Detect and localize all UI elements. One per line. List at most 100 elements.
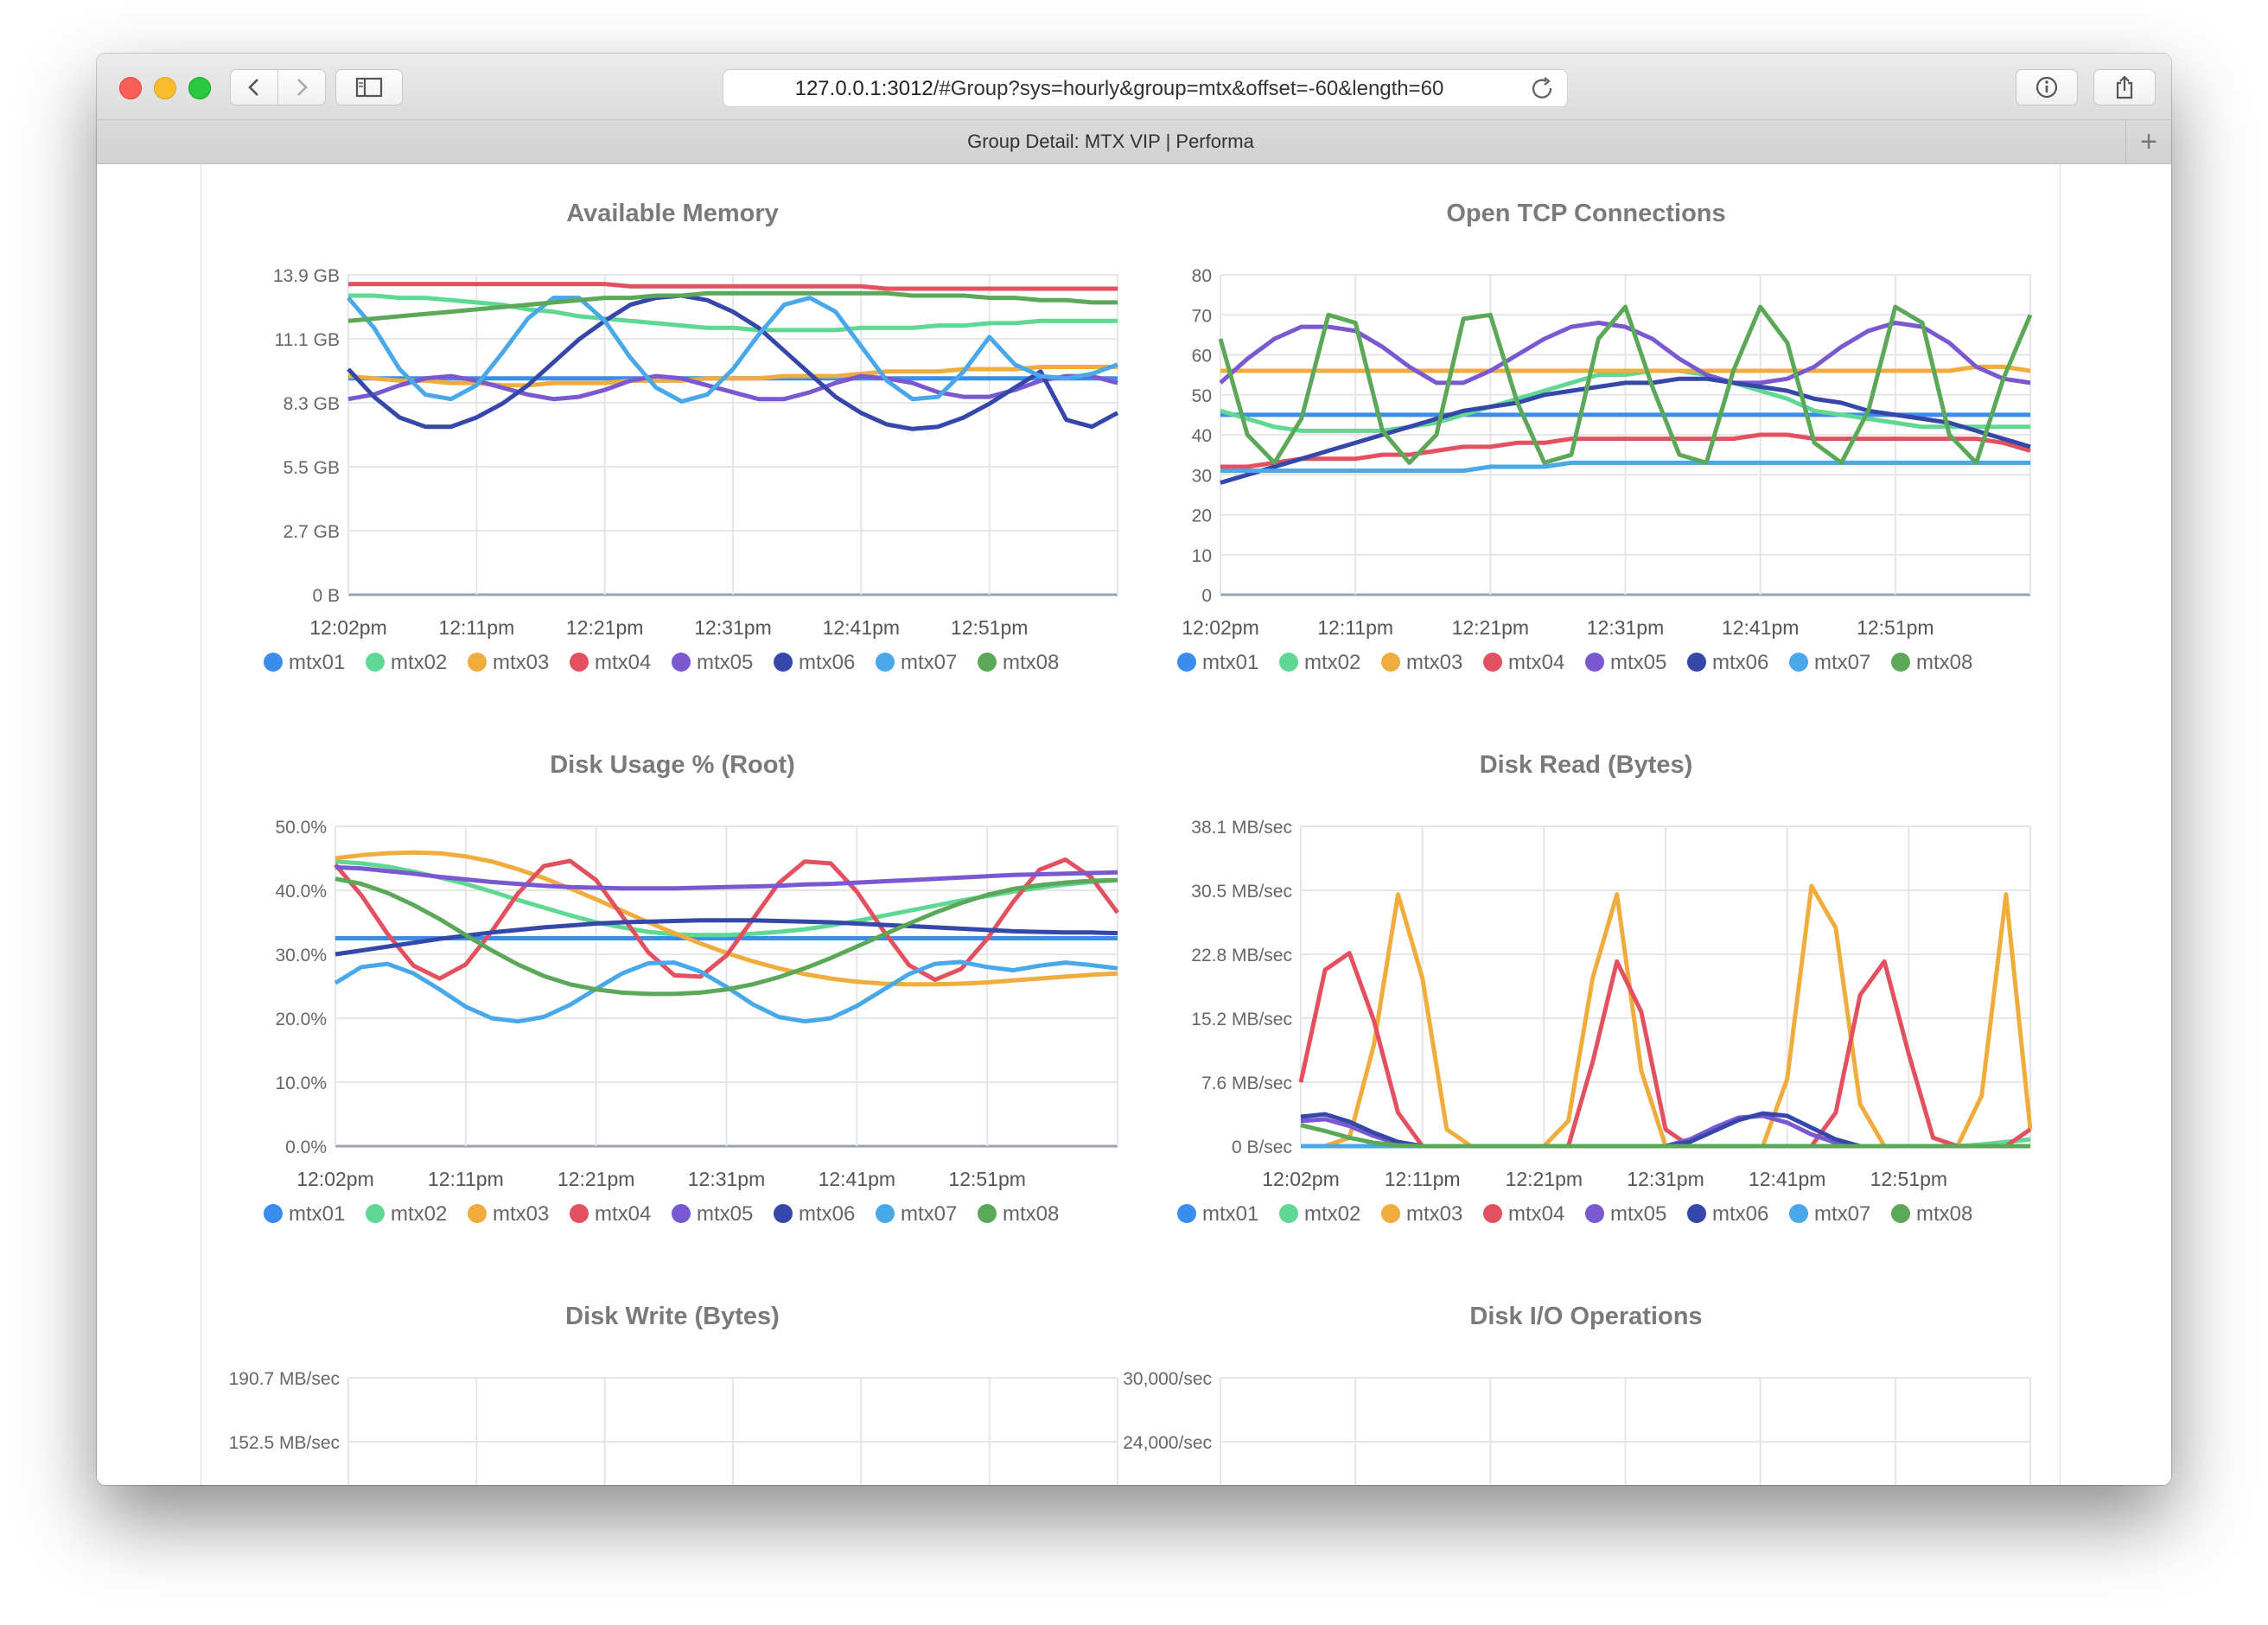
y-tick-label: 30: [1192, 466, 1212, 486]
charts-canvas: Available Memory 13.9 GB 11.1 GB 8.3 GB 5.5 …: [229, 200, 2033, 1485]
new-tab-button[interactable]: +: [2125, 120, 2171, 163]
x-tick-label: 12:51pm: [1857, 616, 1934, 639]
chart-panel-1: Available Memory 13.9 GB 11.1 GB 8.3 GB 5.5 …: [264, 200, 1119, 674]
legend-swatch-mtx03: [1381, 1204, 1400, 1223]
y-tick-label: 30.5 MB/sec: [1191, 882, 1292, 902]
series-line-mtx08: [334, 876, 1118, 997]
legend-label-mtx04: mtx04: [1508, 1202, 1564, 1226]
series-line-mtx02: [1220, 368, 2030, 433]
series-line-mtx03: [1220, 364, 2031, 373]
address-bar[interactable]: 127.0.0.1:3012/#Group?sys=hourly&group=m…: [723, 69, 1568, 107]
legend-swatch-mtx06: [774, 653, 793, 672]
legend-swatch-mtx02: [366, 1204, 385, 1223]
x-tick-label: 12:51pm: [948, 1168, 1026, 1190]
zoom-window-button[interactable]: [188, 77, 211, 99]
legend-swatch-mtx07: [1789, 653, 1808, 672]
info-button[interactable]: [2016, 69, 2078, 105]
legend-label-mtx01: mtx01: [289, 651, 345, 674]
y-tick-label: 38.1 MB/sec: [1191, 818, 1292, 838]
x-tick-label: 12:51pm: [1870, 1168, 1948, 1190]
legend-label-mtx05: mtx05: [1610, 651, 1666, 674]
legend-swatch-mtx03: [468, 653, 487, 672]
legend-swatch-mtx02: [1279, 653, 1298, 672]
share-button[interactable]: [2093, 69, 2156, 105]
chart-grid: Available Memory 13.9 GB 11.1 GB 8.3 GB 5.5 …: [201, 164, 2061, 1485]
plus-icon: +: [2140, 124, 2157, 158]
legend-label-mtx01: mtx01: [1202, 1202, 1258, 1226]
x-tick-label: 12:02pm: [1262, 1168, 1340, 1190]
page-content: Available Memory 13.9 GB 11.1 GB 8.3 GB 5.5 …: [97, 164, 2171, 1485]
legend-swatch-mtx06: [774, 1204, 793, 1223]
legend-label-mtx06: mtx06: [1712, 1202, 1768, 1226]
x-tick-label: 12:11pm: [1317, 616, 1393, 639]
y-tick-label: 152.5 MB/sec: [229, 1433, 340, 1453]
legend-swatch-mtx08: [1891, 653, 1910, 672]
y-tick-label: 10: [1192, 546, 1212, 566]
legend-swatch-mtx01: [264, 653, 283, 672]
legend-swatch-mtx04: [1483, 653, 1502, 672]
y-tick-label: 20.0%: [275, 1010, 327, 1029]
legend-swatch-mtx03: [468, 1204, 487, 1223]
legend-label-mtx05: mtx05: [697, 1202, 753, 1226]
legend-label-mtx08: mtx08: [1003, 1202, 1059, 1226]
x-tick-label: 12:11pm: [438, 616, 514, 639]
y-tick-label: 8.3 GB: [284, 394, 340, 414]
legend-label-mtx06: mtx06: [799, 651, 855, 674]
sidebar-toggle-button[interactable]: [335, 69, 403, 105]
browser-window: 127.0.0.1:3012/#Group?sys=hourly&group=m…: [97, 54, 2171, 1485]
series-line-mtx08: [1300, 1123, 2030, 1149]
tab-bar: Group Detail: MTX VIP | Performa +: [97, 120, 2171, 164]
series-line-mtx05: [347, 373, 1118, 402]
y-tick-label: 60: [1192, 347, 1212, 366]
legend-label-mtx08: mtx08: [1003, 651, 1059, 674]
minimize-window-button[interactable]: [154, 77, 176, 99]
legend-swatch-mtx03: [1381, 653, 1400, 672]
chart-title: Disk I/O Operations: [1469, 1303, 1702, 1330]
legend-label-mtx06: mtx06: [799, 1202, 855, 1226]
chart-title: Disk Write (Bytes): [565, 1303, 780, 1330]
legend-swatch-mtx06: [1687, 1204, 1706, 1223]
x-tick-label: 12:21pm: [1506, 1168, 1583, 1190]
legend-swatch-mtx04: [1483, 1204, 1502, 1223]
x-tick-label: 12:02pm: [1182, 616, 1259, 639]
legend-label-mtx02: mtx02: [391, 1202, 447, 1226]
y-tick-label: 0: [1201, 586, 1212, 606]
y-tick-label: 5.5 GB: [284, 458, 340, 478]
y-tick-label: 15.2 MB/sec: [1191, 1010, 1292, 1029]
y-tick-label: 7.6 MB/sec: [1201, 1074, 1292, 1093]
back-button[interactable]: [230, 69, 278, 105]
y-tick-label: 50: [1192, 386, 1212, 406]
legend-label-mtx03: mtx03: [1406, 651, 1462, 674]
y-tick-label: 190.7 MB/sec: [229, 1369, 340, 1389]
legend-swatch-mtx02: [1279, 1204, 1298, 1223]
reload-icon[interactable]: [1527, 73, 1558, 105]
series-line-mtx04: [348, 282, 1118, 291]
series-line-mtx05: [334, 864, 1118, 891]
legend-swatch-mtx06: [1687, 653, 1706, 672]
legend-swatch-mtx08: [978, 653, 997, 672]
tab-title[interactable]: Group Detail: MTX VIP | Performa: [967, 131, 1254, 152]
y-tick-label: 11.1 GB: [275, 330, 341, 350]
legend-swatch-mtx07: [876, 1204, 895, 1223]
chart-title: Disk Read (Bytes): [1480, 751, 1693, 779]
url-text[interactable]: 127.0.0.1:3012/#Group?sys=hourly&group=m…: [723, 70, 1515, 108]
x-tick-label: 12:02pm: [296, 1168, 374, 1190]
forward-button[interactable]: [277, 69, 326, 105]
legend-swatch-mtx05: [1585, 1204, 1604, 1223]
y-tick-label: 20: [1192, 507, 1212, 526]
y-tick-label: 30.0%: [275, 946, 327, 965]
series-line-mtx04: [1220, 432, 2031, 469]
legend-label-mtx02: mtx02: [1304, 651, 1360, 674]
close-window-button[interactable]: [119, 77, 142, 99]
x-tick-label: 12:31pm: [688, 1168, 766, 1190]
chevron-left-icon: [248, 79, 258, 96]
legend-label-mtx06: mtx06: [1712, 651, 1768, 674]
legend-label-mtx03: mtx03: [1406, 1202, 1462, 1226]
legend-swatch-mtx05: [1585, 653, 1604, 672]
url-host: 127.0.0.1:3012: [794, 77, 933, 100]
x-tick-label: 12:02pm: [309, 616, 387, 639]
y-tick-label: 2.7 GB: [284, 522, 340, 542]
legend-swatch-mtx04: [570, 1204, 589, 1223]
legend-label-mtx08: mtx08: [1916, 651, 1972, 674]
y-tick-label: 40: [1192, 426, 1212, 446]
